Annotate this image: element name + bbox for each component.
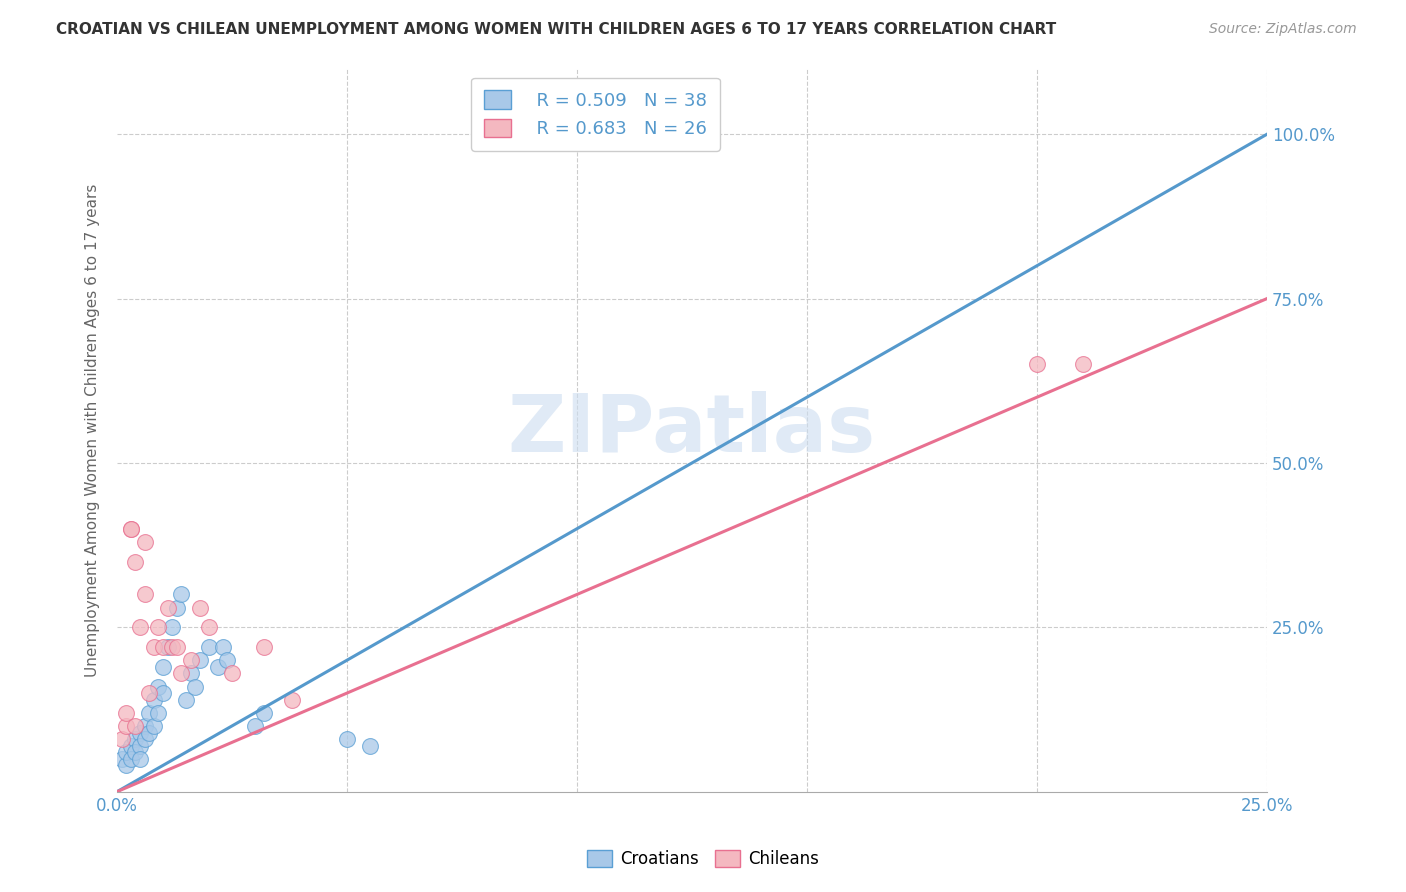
Point [129,725,152,739]
Point [174,692,197,706]
Point [359,739,381,753]
Point [253,640,276,654]
Point [211,640,233,654]
Point [115,758,138,772]
Point [142,640,165,654]
Text: CROATIAN VS CHILEAN UNEMPLOYMENT AMONG WOMEN WITH CHILDREN AGES 6 TO 17 YEARS CO: CROATIAN VS CHILEAN UNEMPLOYMENT AMONG W… [56,22,1056,37]
Point [166,600,188,615]
Point [198,640,221,654]
Point [221,666,243,681]
Point [160,620,183,634]
Point [138,725,160,739]
Point [243,719,266,733]
Point [634,114,657,128]
Point [115,745,138,759]
Point [124,732,146,747]
Point [217,653,239,667]
Point [1071,357,1094,371]
Point [184,680,207,694]
Point [152,686,174,700]
Point [129,620,152,634]
Point [138,686,160,700]
Point [253,706,276,720]
Point [170,587,193,601]
Point [134,534,156,549]
Point [152,660,174,674]
Point [142,692,165,706]
Point [198,620,221,634]
Point [170,666,193,681]
Point [148,706,170,720]
Point [129,752,152,766]
Point [129,739,152,753]
Point [124,745,146,759]
Point [120,522,142,536]
Point [148,680,170,694]
Point [134,587,156,601]
Legend:   R = 0.509   N = 38,   R = 0.683   N = 26: R = 0.509 N = 38, R = 0.683 N = 26 [471,78,720,151]
Point [156,640,179,654]
Point [115,706,138,720]
Text: ZIPatlas: ZIPatlas [508,391,876,469]
Point [142,719,165,733]
Legend: Croatians, Chileans: Croatians, Chileans [579,843,827,875]
Point [166,640,188,654]
Text: Source: ZipAtlas.com: Source: ZipAtlas.com [1209,22,1357,37]
Point [681,114,703,128]
Point [120,752,142,766]
Point [148,620,170,634]
Point [180,666,202,681]
Point [188,653,211,667]
Point [207,660,229,674]
Point [180,653,202,667]
Point [110,752,132,766]
Point [152,640,174,654]
Point [1025,357,1047,371]
Point [134,719,156,733]
Point [336,732,359,747]
Point [120,739,142,753]
Point [124,555,146,569]
Point [124,719,146,733]
Point [115,719,138,733]
Point [156,600,179,615]
Point [188,600,211,615]
Point [110,732,132,747]
Point [134,732,156,747]
Point [138,706,160,720]
Point [160,640,183,654]
Point [281,692,304,706]
Point [120,522,142,536]
Y-axis label: Unemployment Among Women with Children Ages 6 to 17 years: Unemployment Among Women with Children A… [86,184,100,677]
